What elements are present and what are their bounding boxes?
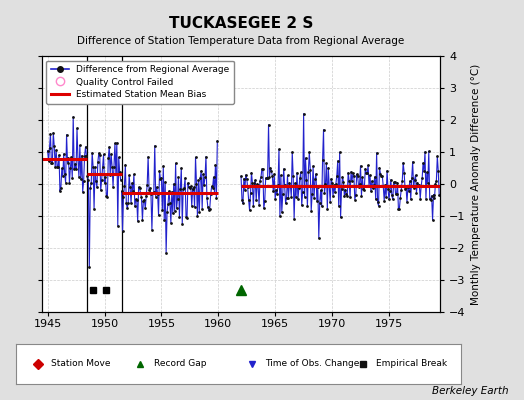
Legend: Difference from Regional Average, Quality Control Failed, Estimated Station Mean: Difference from Regional Average, Qualit…	[47, 60, 234, 104]
Text: Record Gap: Record Gap	[154, 360, 206, 368]
Text: Difference of Station Temperature Data from Regional Average: Difference of Station Temperature Data f…	[78, 36, 405, 46]
Y-axis label: Monthly Temperature Anomaly Difference (°C): Monthly Temperature Anomaly Difference (…	[471, 63, 481, 305]
Text: Berkeley Earth: Berkeley Earth	[432, 386, 508, 396]
Text: Empirical Break: Empirical Break	[376, 360, 447, 368]
Text: Station Move: Station Move	[51, 360, 111, 368]
Text: TUCKASEGEE 2 S: TUCKASEGEE 2 S	[169, 16, 313, 31]
Text: Time of Obs. Change: Time of Obs. Change	[265, 360, 359, 368]
